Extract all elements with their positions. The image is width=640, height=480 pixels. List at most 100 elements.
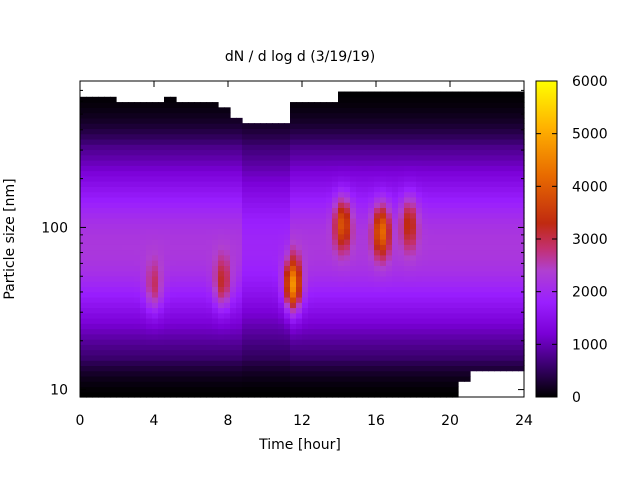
heatmap-cell bbox=[224, 360, 231, 366]
heatmap-cell bbox=[476, 254, 483, 261]
heatmap-cell bbox=[386, 181, 393, 187]
heatmap-cell bbox=[104, 365, 111, 372]
heatmap-cell bbox=[296, 307, 303, 314]
heatmap-cell bbox=[98, 249, 105, 256]
heatmap-cell bbox=[506, 296, 513, 303]
heatmap-cell bbox=[284, 138, 291, 145]
heatmap-cell bbox=[188, 349, 195, 356]
heatmap-cell bbox=[482, 265, 489, 272]
heatmap-cell bbox=[116, 375, 123, 382]
heatmap-cell bbox=[116, 123, 123, 129]
heatmap-cell bbox=[380, 307, 387, 314]
heatmap-cell bbox=[356, 381, 363, 388]
heatmap-cell bbox=[470, 223, 477, 230]
heatmap-cell bbox=[494, 149, 501, 156]
heatmap-cell bbox=[362, 102, 369, 108]
heatmap-cell bbox=[206, 302, 213, 309]
heatmap-cell bbox=[380, 160, 387, 166]
heatmap-cell bbox=[170, 128, 177, 135]
heatmap-cell bbox=[278, 138, 285, 145]
heatmap-cell bbox=[80, 165, 87, 172]
heatmap-cell bbox=[314, 160, 321, 166]
heatmap-cell bbox=[110, 391, 117, 398]
heatmap-cell bbox=[356, 302, 363, 309]
heatmap-cell bbox=[512, 207, 519, 214]
heatmap-cell bbox=[512, 154, 519, 161]
heatmap-cell bbox=[278, 296, 285, 303]
heatmap-cell bbox=[152, 260, 159, 266]
heatmap-cell bbox=[260, 133, 267, 140]
heatmap-cell bbox=[338, 154, 345, 161]
heatmap-cell bbox=[416, 149, 423, 156]
heatmap-cell bbox=[338, 196, 345, 203]
heatmap-cell bbox=[98, 212, 105, 219]
heatmap-cell bbox=[272, 249, 279, 256]
heatmap-cell bbox=[164, 312, 171, 319]
heatmap-cell bbox=[146, 149, 153, 156]
heatmap-cell bbox=[182, 239, 189, 245]
heatmap-cell bbox=[290, 133, 297, 140]
heatmap-cell bbox=[404, 175, 411, 182]
heatmap-cell bbox=[170, 117, 177, 124]
heatmap-cell bbox=[254, 296, 261, 303]
heatmap-cell bbox=[422, 149, 429, 156]
heatmap-cell bbox=[122, 370, 129, 377]
heatmap-cell bbox=[440, 391, 447, 398]
heatmap-cell bbox=[518, 112, 525, 119]
heatmap-cell bbox=[518, 349, 525, 356]
heatmap-cell bbox=[440, 307, 447, 314]
heatmap-cell bbox=[512, 170, 519, 177]
heatmap-cell bbox=[458, 112, 465, 119]
heatmap-cell bbox=[146, 344, 153, 351]
heatmap-cell bbox=[128, 117, 135, 124]
heatmap-cell bbox=[158, 207, 165, 214]
heatmap-cell bbox=[452, 381, 459, 388]
heatmap-cell bbox=[254, 170, 261, 177]
heatmap-cell bbox=[236, 212, 243, 219]
heatmap-cell bbox=[506, 96, 513, 103]
heatmap-cell bbox=[380, 170, 387, 177]
heatmap-cell bbox=[182, 323, 189, 330]
heatmap-cell bbox=[164, 365, 171, 372]
heatmap-cell bbox=[314, 265, 321, 272]
heatmap-cell bbox=[170, 365, 177, 372]
heatmap-cell bbox=[152, 239, 159, 245]
heatmap-cell bbox=[176, 228, 183, 235]
heatmap-cell bbox=[446, 149, 453, 156]
heatmap-cell bbox=[176, 302, 183, 309]
heatmap-cell bbox=[290, 333, 297, 340]
heatmap-cell bbox=[326, 381, 333, 388]
heatmap-cell bbox=[410, 207, 417, 214]
heatmap-cell bbox=[392, 249, 399, 256]
heatmap-cell bbox=[428, 260, 435, 266]
heatmap-cell bbox=[134, 144, 141, 151]
heatmap-cell bbox=[98, 107, 105, 114]
heatmap-cell bbox=[164, 302, 171, 309]
heatmap-cell bbox=[392, 138, 399, 145]
heatmap-cell bbox=[152, 191, 159, 198]
heatmap-cell bbox=[296, 344, 303, 351]
heatmap-cell bbox=[194, 149, 201, 156]
heatmap-cell bbox=[416, 96, 423, 103]
heatmap-cell bbox=[272, 365, 279, 372]
heatmap-cell bbox=[206, 138, 213, 145]
heatmap-cell bbox=[344, 249, 351, 256]
heatmap-cell bbox=[452, 202, 459, 208]
heatmap-cell bbox=[374, 196, 381, 203]
heatmap-cell bbox=[182, 191, 189, 198]
heatmap-cell bbox=[116, 133, 123, 140]
heatmap-cell bbox=[452, 233, 459, 240]
heatmap-cell bbox=[194, 239, 201, 245]
heatmap-cell bbox=[164, 291, 171, 298]
heatmap-cell bbox=[428, 170, 435, 177]
heatmap-cell bbox=[98, 128, 105, 135]
heatmap-cell bbox=[332, 123, 339, 129]
heatmap-cell bbox=[266, 270, 273, 277]
heatmap-cell bbox=[416, 302, 423, 309]
heatmap-cell bbox=[200, 138, 207, 145]
heatmap-cell bbox=[92, 249, 99, 256]
heatmap-cell bbox=[122, 175, 129, 182]
heatmap-cell bbox=[476, 181, 483, 187]
heatmap-cell bbox=[326, 275, 333, 282]
heatmap-cell bbox=[410, 370, 417, 377]
